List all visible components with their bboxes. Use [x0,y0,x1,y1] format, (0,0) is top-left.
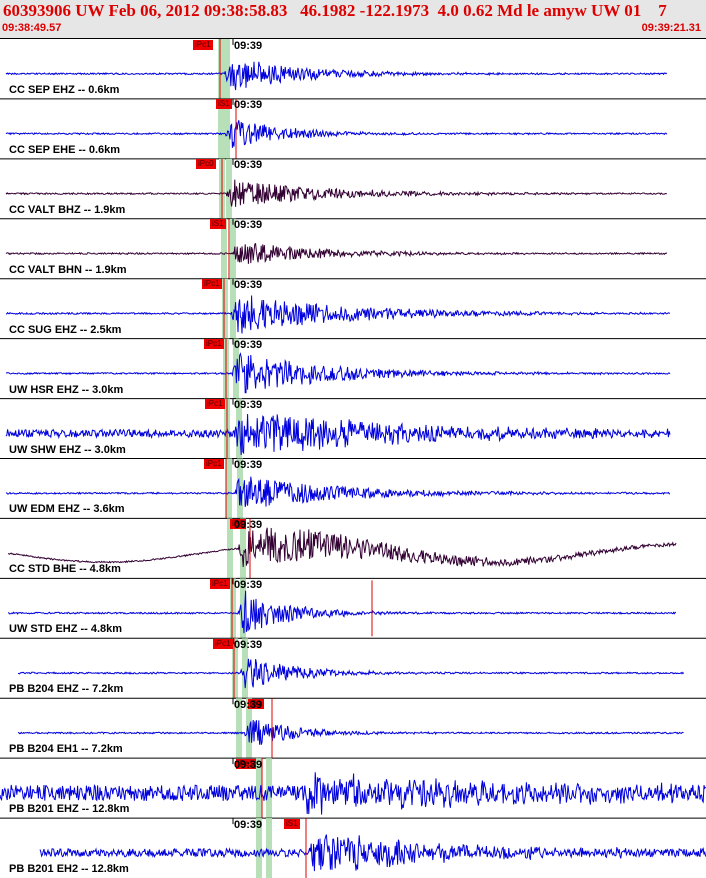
trace-station-label: CC SUG EHZ -- 2.5km [9,323,122,336]
time-tick-label: 09:39 [234,818,263,831]
waveform-trace[interactable] [17,658,685,689]
phase-pick-tag[interactable]: iPc1 [236,758,256,769]
waveform-trace[interactable] [7,590,676,634]
phase-pick-tag[interactable]: iPc1 [204,339,224,350]
time-tick-label: 09:39 [234,99,263,112]
pick-window-band [266,818,272,878]
time-tick-label: 09:39 [234,758,263,771]
pick-window-band [242,638,248,699]
pick-window-band [240,578,246,639]
trace-station-label: CC VALT BHN -- 1.9km [9,263,127,276]
window-end-time: 09:39:21.31 [641,22,701,34]
pick-window-band [246,698,252,759]
trace-station-label: CC SEP EHZ -- 0.6km [9,83,120,96]
time-tick-label: 09:39 [234,339,263,352]
time-tick-label: 09:39 [234,39,263,52]
phase-pick-tag[interactable]: iPc1 [204,459,224,469]
phase-pick-tag[interactable]: iPc0 [196,159,216,170]
pick-window-band [221,218,227,279]
waveform-trace[interactable] [0,772,706,815]
pick-window-band [230,218,236,279]
waveform-trace[interactable] [5,476,671,508]
waveform-trace[interactable] [7,527,677,568]
time-tick-label: 09:39 [234,698,263,711]
time-tick-label: 09:39 [234,219,263,232]
phase-pick-tag[interactable]: iPc1 [205,399,225,410]
pick-window-band [222,278,228,339]
trace-station-label: UW HSR EHZ -- 3.0km [9,383,124,396]
time-tick-label: 09:39 [234,518,263,531]
pick-window-band [236,398,242,459]
time-tick-label: 09:39 [234,638,263,651]
trace-station-label: CC STD BHE -- 4.8km [9,563,121,576]
phase-pick-tag[interactable]: iS1 [284,818,300,829]
trace-station-label: PB B204 EHZ -- 7.2km [9,683,124,696]
time-tick-label: 09:39 [234,578,263,591]
pick-window-band [236,698,242,759]
time-tick-label: 09:39 [234,279,263,292]
pick-window-band [240,518,246,579]
phase-pick-tag[interactable]: iPc1 [213,638,233,649]
waveform-trace[interactable] [5,120,668,148]
phase-pick-tag[interactable]: iPc1 [210,578,230,589]
pick-window-band [224,39,230,99]
pick-window-band [230,578,236,639]
pick-window-band [226,158,232,219]
trace-station-label: CC SEP EHE -- 0.6km [9,143,121,156]
waveform-trace[interactable] [5,295,671,334]
pick-window-band [230,278,236,339]
window-start-time: 09:38:49.57 [2,22,62,34]
pick-window-band [256,758,262,819]
waveform-trace[interactable] [39,834,706,872]
event-title: 60393906 UW Feb 06, 2012 09:38:58.83 46.… [3,1,667,20]
phase-pick-tag[interactable]: iS1 [210,219,226,230]
waveform-trace[interactable] [5,61,668,91]
trace-station-label: CC VALT BHZ -- 1.9km [9,203,126,216]
time-tick-label: 09:39 [234,399,263,412]
waveform-trace[interactable] [5,179,668,207]
trace-station-label: UW EDM EHZ -- 3.6km [9,503,125,516]
phase-pick-tag[interactable]: iS1 [248,698,264,709]
trace-station-label: UW SHW EHZ -- 3.0km [9,443,126,456]
trace-station-label: PB B201 EHZ -- 12.8km [9,803,130,816]
pick-window-band [227,518,233,579]
waveform-trace[interactable] [5,352,671,394]
phase-pick-tag[interactable]: iS1 [216,99,232,110]
seismogram-header: 60393906 UW Feb 06, 2012 09:38:58.83 46.… [0,0,706,38]
pick-window-band [218,39,224,99]
trace-station-label: PB B204 EH1 -- 7.2km [9,743,123,756]
pick-window-band [226,458,232,519]
pick-window-band [224,98,230,159]
phase-pick-tag[interactable]: iPc1 [193,39,213,50]
time-tick-label: 09:39 [234,159,263,172]
waveform-trace[interactable] [5,242,668,264]
trace-station-label: UW STD EHZ -- 4.8km [9,623,123,636]
pick-window-band [218,98,224,159]
phase-pick-tag[interactable]: iS1 [230,518,246,529]
phase-pick-tag[interactable]: iPc1 [202,279,222,290]
pick-window-band [232,638,238,699]
waveform-trace[interactable] [17,719,684,745]
time-tick-label: 09:39 [234,459,263,471]
header-border [0,38,706,39]
pick-window-band [256,818,262,878]
waveform-trace[interactable] [5,413,671,456]
trace-station-label: PB B201 EH2 -- 12.8km [9,863,129,875]
